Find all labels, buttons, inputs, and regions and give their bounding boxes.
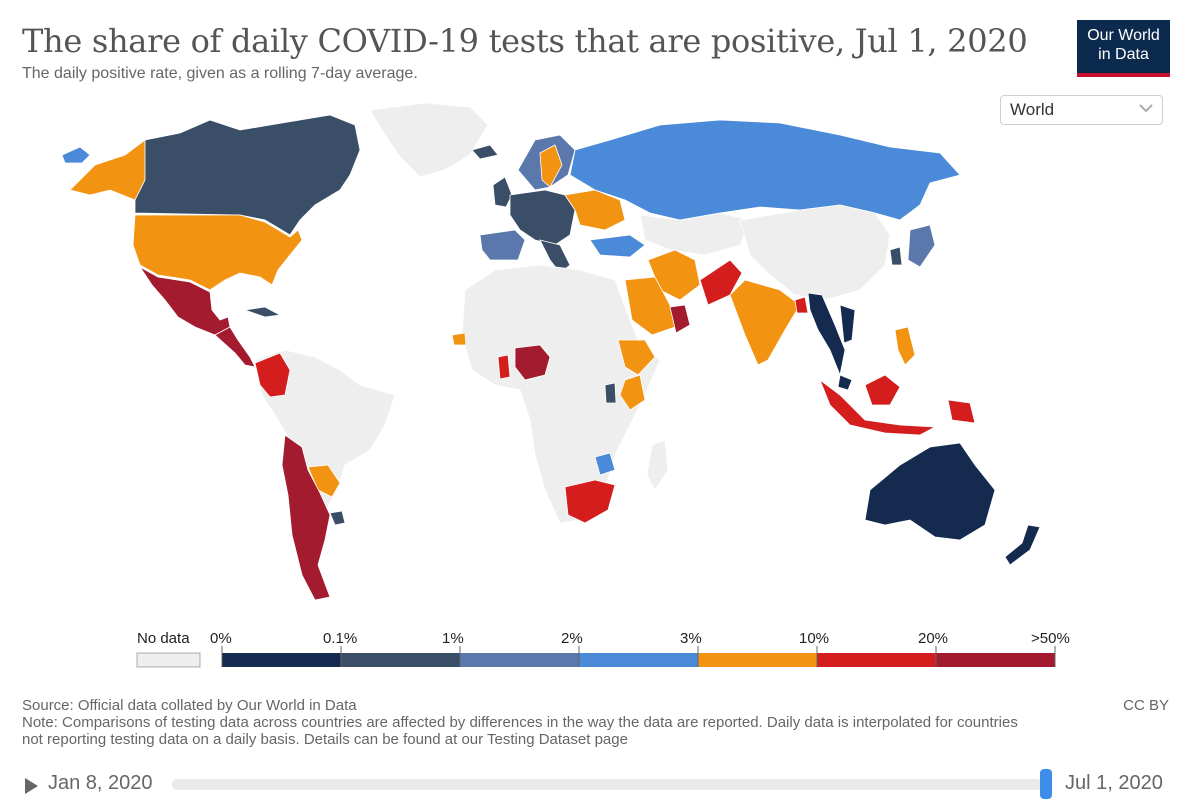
russia[interactable] <box>569 119 961 221</box>
legend-tick-label: 0.1% <box>323 630 358 647</box>
chevron-down-icon <box>1139 104 1153 113</box>
central-europe[interactable] <box>509 189 576 246</box>
owid-logo[interactable]: Our World in Data <box>1077 20 1170 77</box>
iceland[interactable] <box>471 144 499 160</box>
source-line: Source: Official data collated by Our Wo… <box>22 697 357 714</box>
legend-tick-label: 1% <box>442 630 464 647</box>
footer-source: Source: Official data collated by Our Wo… <box>22 697 1162 748</box>
legend-bin-1[interactable] <box>341 653 460 667</box>
timeline-end-date[interactable]: Jul 1, 2020 <box>1065 772 1163 794</box>
timeline-handle[interactable] <box>1040 769 1052 799</box>
zimbabwe[interactable] <box>594 452 616 476</box>
ghana[interactable] <box>497 354 511 380</box>
sweden[interactable] <box>539 144 563 188</box>
south-america[interactable] <box>254 349 396 526</box>
united-states[interactable] <box>132 214 303 291</box>
logo-line-2: in Data <box>1098 46 1149 63</box>
borneo[interactable] <box>864 374 901 406</box>
legend-tick-label: 2% <box>561 630 583 647</box>
kenya[interactable] <box>619 374 646 411</box>
uruguay[interactable] <box>329 510 346 526</box>
philippines[interactable] <box>894 326 916 366</box>
region-selected-value: World <box>1010 100 1055 119</box>
note-line-1: Note: Comparisons of testing data across… <box>22 714 1018 731</box>
japan[interactable] <box>907 224 936 268</box>
pakistan[interactable] <box>699 259 743 306</box>
mexico[interactable] <box>139 266 231 336</box>
new-guinea[interactable] <box>947 399 976 424</box>
note-line-2: not reporting testing data on a daily ba… <box>22 731 628 748</box>
senegal[interactable] <box>451 332 467 346</box>
australia[interactable] <box>864 442 996 541</box>
legend-tick-label: 10% <box>799 630 830 647</box>
world-map[interactable] <box>40 95 1040 615</box>
alaska[interactable] <box>61 146 91 164</box>
chart-subtitle: The daily positive rate, given as a roll… <box>22 65 418 82</box>
legend-bin-5[interactable] <box>817 653 936 667</box>
ethiopia[interactable] <box>617 339 656 376</box>
myanmar-thailand[interactable] <box>807 292 846 377</box>
malaysia[interactable] <box>837 374 853 391</box>
china[interactable] <box>739 204 891 301</box>
timeline: Jan 8, 2020 Jul 1, 2020 <box>0 765 1195 802</box>
turkey[interactable] <box>589 234 646 258</box>
canada[interactable] <box>134 114 361 236</box>
central-asia[interactable] <box>639 212 751 256</box>
south-africa[interactable] <box>564 479 616 524</box>
legend-no-data-label: No data <box>137 630 190 647</box>
korea[interactable] <box>889 246 903 266</box>
central-america[interactable] <box>214 326 256 368</box>
argentina-chile[interactable] <box>281 434 331 601</box>
rwanda-area[interactable] <box>604 382 617 404</box>
uk-ireland[interactable] <box>492 176 513 208</box>
legend-tick-label: 20% <box>918 630 949 647</box>
logo-line-1: Our World <box>1087 27 1160 44</box>
legend-bin-0[interactable] <box>222 653 341 667</box>
timeline-start-date[interactable]: Jan 8, 2020 <box>48 772 153 794</box>
legend-bin-6[interactable] <box>936 653 1055 667</box>
legend-bin-2[interactable] <box>460 653 579 667</box>
new-zealand[interactable] <box>1004 524 1040 566</box>
legend-swatch-no-data <box>136 652 201 668</box>
legend-bin-3[interactable] <box>579 653 698 667</box>
cuba[interactable] <box>244 306 282 318</box>
legend-tick-label: 0% <box>210 630 232 647</box>
play-icon[interactable] <box>25 778 38 794</box>
timeline-track[interactable] <box>172 779 1042 790</box>
chart-title: The share of daily COVID-19 tests that a… <box>22 22 1028 60</box>
india[interactable] <box>729 279 801 366</box>
colombia[interactable] <box>254 352 291 398</box>
greenland[interactable] <box>369 102 489 178</box>
region-selector[interactable]: World <box>1000 95 1163 125</box>
legend-tick-label: 3% <box>680 630 702 647</box>
vietnam[interactable] <box>839 304 856 344</box>
license-label[interactable]: CC BY <box>1123 697 1169 714</box>
legend-bin-4[interactable] <box>698 653 817 667</box>
legend-tick-label: >50% <box>1031 630 1070 647</box>
oman[interactable] <box>669 304 691 334</box>
spain-portugal[interactable] <box>479 229 526 261</box>
indonesia[interactable] <box>819 378 937 436</box>
nigeria[interactable] <box>514 344 551 381</box>
madagascar[interactable] <box>646 439 669 491</box>
bangladesh[interactable] <box>794 296 809 314</box>
